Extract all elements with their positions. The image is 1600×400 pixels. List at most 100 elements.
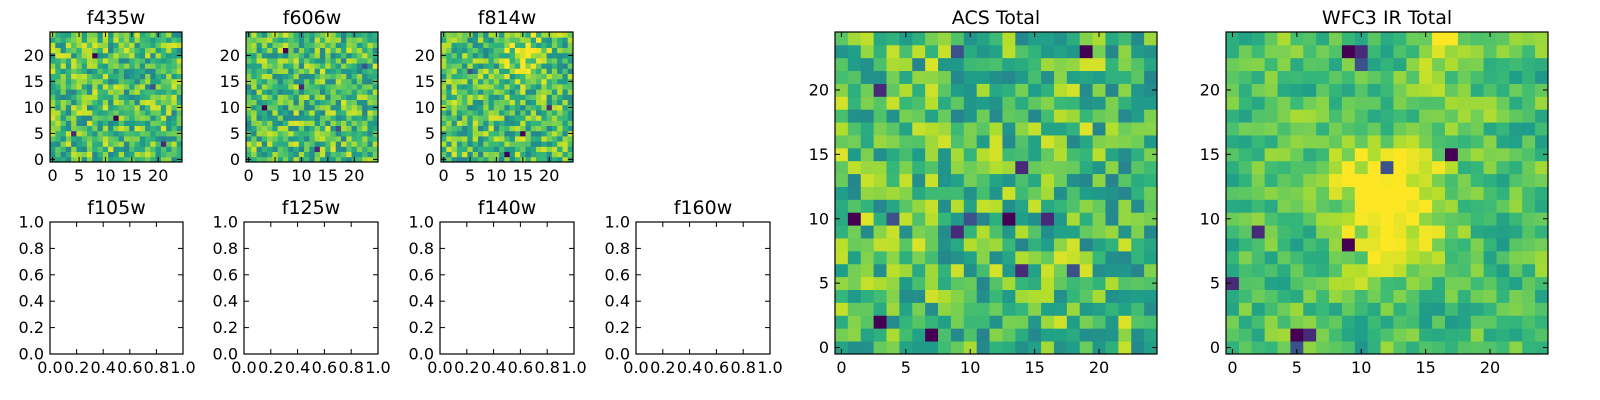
- heatmap-cell: [176, 32, 183, 38]
- heatmap-cell: [145, 156, 151, 163]
- x-tick-label: 5: [465, 166, 475, 185]
- y-tick-label: 1.0: [605, 213, 630, 232]
- heatmap-cell: [65, 146, 72, 152]
- heatmap-cell: [362, 136, 368, 142]
- heatmap-cell: [835, 328, 849, 342]
- heatmap-cell: [356, 94, 363, 100]
- heatmap-cell: [873, 263, 887, 278]
- heatmap-cell: [504, 146, 511, 152]
- heatmap-cell: [873, 160, 887, 175]
- heatmap-cell: [525, 141, 532, 147]
- heatmap-cell: [113, 73, 120, 80]
- heatmap-cell: [1079, 83, 1093, 97]
- heatmap-cell: [1277, 289, 1291, 303]
- heatmap-cell: [1509, 289, 1523, 303]
- heatmap-cell: [1457, 70, 1472, 84]
- heatmap-cell: [113, 42, 120, 48]
- heatmap-cell: [1053, 225, 1068, 239]
- heatmap-cell: [272, 130, 279, 137]
- heatmap-cell: [288, 73, 294, 80]
- x-tick-label: 10: [486, 166, 506, 185]
- heatmap-cell: [1522, 238, 1536, 252]
- heatmap-cell: [446, 32, 452, 38]
- y-tick-label: 5: [34, 124, 44, 143]
- heatmap-cell: [1277, 315, 1291, 329]
- heatmap-cell: [1393, 328, 1407, 342]
- heatmap-cell: [356, 89, 363, 95]
- heatmap-cell: [835, 173, 849, 187]
- heatmap-cell: [530, 115, 537, 121]
- heatmap-cell: [886, 83, 900, 97]
- heatmap-cell: [150, 52, 156, 59]
- axes-frame: [834, 31, 1158, 355]
- heatmap-cell: [989, 44, 1003, 59]
- heatmap-cell: [530, 73, 537, 80]
- heatmap-cell: [446, 78, 452, 85]
- heatmap-cell: [1264, 160, 1278, 175]
- heatmap-cell: [1002, 341, 1016, 355]
- heatmap-cell: [1483, 57, 1497, 72]
- heatmap-cell: [912, 276, 926, 290]
- heatmap-cell: [60, 42, 67, 48]
- heatmap-cell: [160, 120, 167, 126]
- heatmap-cell: [1144, 135, 1158, 149]
- heatmap-cell: [1406, 315, 1420, 329]
- heatmap-cell: [335, 63, 342, 69]
- heatmap-cell: [847, 289, 862, 303]
- heatmap-cell: [1341, 83, 1356, 97]
- heatmap-cell: [1419, 289, 1433, 303]
- heatmap-cell: [546, 110, 553, 116]
- heatmap-cell: [1238, 96, 1253, 110]
- heatmap-cell: [925, 276, 939, 290]
- heatmap-cell: [1226, 302, 1240, 316]
- heatmap-cell: [113, 84, 120, 90]
- heatmap-cell: [145, 89, 151, 95]
- heatmap-cell: [1092, 212, 1106, 226]
- heatmap-cell: [60, 99, 67, 106]
- heatmap-cell: [509, 73, 516, 80]
- heatmap-cell: [1264, 238, 1278, 252]
- x-tick-label: 0.6: [312, 358, 337, 377]
- heatmap-cell: [325, 115, 331, 121]
- heatmap-cell: [1496, 302, 1510, 316]
- heatmap-cell: [456, 151, 463, 158]
- heatmap-cell: [938, 160, 952, 175]
- heatmap-cell: [873, 32, 887, 46]
- heatmap-cell: [309, 58, 316, 64]
- heatmap-cell: [65, 136, 72, 142]
- heatmap-cell: [1053, 135, 1068, 149]
- heatmap-cell: [55, 151, 61, 158]
- heatmap-cell: [950, 186, 965, 200]
- heatmap-cell: [319, 63, 326, 69]
- heatmap-cell: [113, 115, 120, 121]
- heatmap-cell: [1406, 122, 1420, 136]
- heatmap-cell: [160, 110, 167, 116]
- heatmap-cell: [176, 42, 183, 48]
- heatmap-cell: [288, 37, 294, 43]
- heatmap-cell: [483, 146, 489, 152]
- heatmap-cell: [246, 84, 252, 90]
- heatmap-cell: [76, 42, 83, 48]
- heatmap-cell: [129, 146, 135, 152]
- heatmap-cell: [451, 68, 458, 74]
- heatmap-cell: [493, 136, 500, 142]
- heatmap-cell: [1444, 147, 1459, 162]
- heatmap-cell: [509, 120, 516, 126]
- heatmap-cell: [1290, 173, 1304, 187]
- heatmap-cell: [451, 104, 458, 111]
- x-tick-label: 5: [901, 358, 911, 377]
- heatmap-cell: [176, 94, 183, 100]
- heatmap-cell: [1015, 341, 1029, 355]
- heatmap-cell: [1041, 109, 1055, 123]
- heatmap-cell: [886, 173, 900, 187]
- heatmap-cell: [1354, 225, 1369, 239]
- heatmap-cell: [1354, 212, 1369, 226]
- heatmap-cell: [160, 42, 167, 48]
- heatmap-cell: [1028, 238, 1042, 252]
- heatmap-cell: [288, 151, 294, 158]
- x-tick-label: 0: [48, 166, 58, 185]
- heatmap-cell: [525, 84, 532, 90]
- heatmap-cell: [293, 130, 300, 137]
- heatmap-cell: [1118, 135, 1132, 149]
- heatmap-cell: [341, 42, 347, 48]
